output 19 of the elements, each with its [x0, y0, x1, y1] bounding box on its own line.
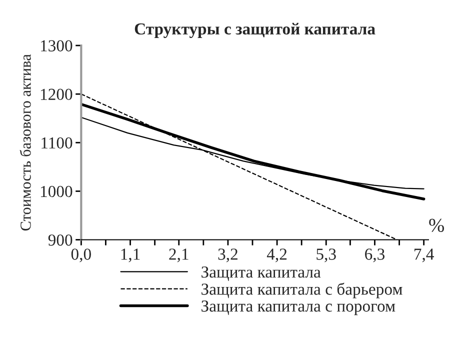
chart-title: Структуры с защитой капитала	[134, 22, 376, 38]
legend-label: Защита капитала с порогом	[202, 300, 396, 316]
x-tick-label: 2,1	[169, 248, 188, 262]
x-axis-title: %	[429, 218, 444, 232]
y-tick-label: 1200	[40, 88, 72, 100]
x-tick-label: 3,2	[218, 248, 238, 262]
x-tick-label: 5,3	[316, 248, 336, 262]
legend-label: Защита капитала	[202, 266, 321, 281]
y-tick-label: 1300	[40, 40, 72, 52]
x-tick-label: 4,2	[266, 248, 287, 262]
x-tick-label: 0,0	[71, 248, 91, 262]
x-tick-label: 1,1	[121, 248, 140, 262]
legend-label: Защита капитала с барьером	[202, 282, 402, 298]
x-tick-label: 6,3	[365, 248, 385, 262]
x-tick-label: 7,4	[414, 248, 434, 262]
y-axis-title: Стоимость базового актива	[20, 54, 31, 231]
y-tick-label: 1000	[40, 186, 72, 198]
y-tick-label: 900	[48, 234, 72, 246]
y-tick-label: 1100	[42, 137, 72, 149]
